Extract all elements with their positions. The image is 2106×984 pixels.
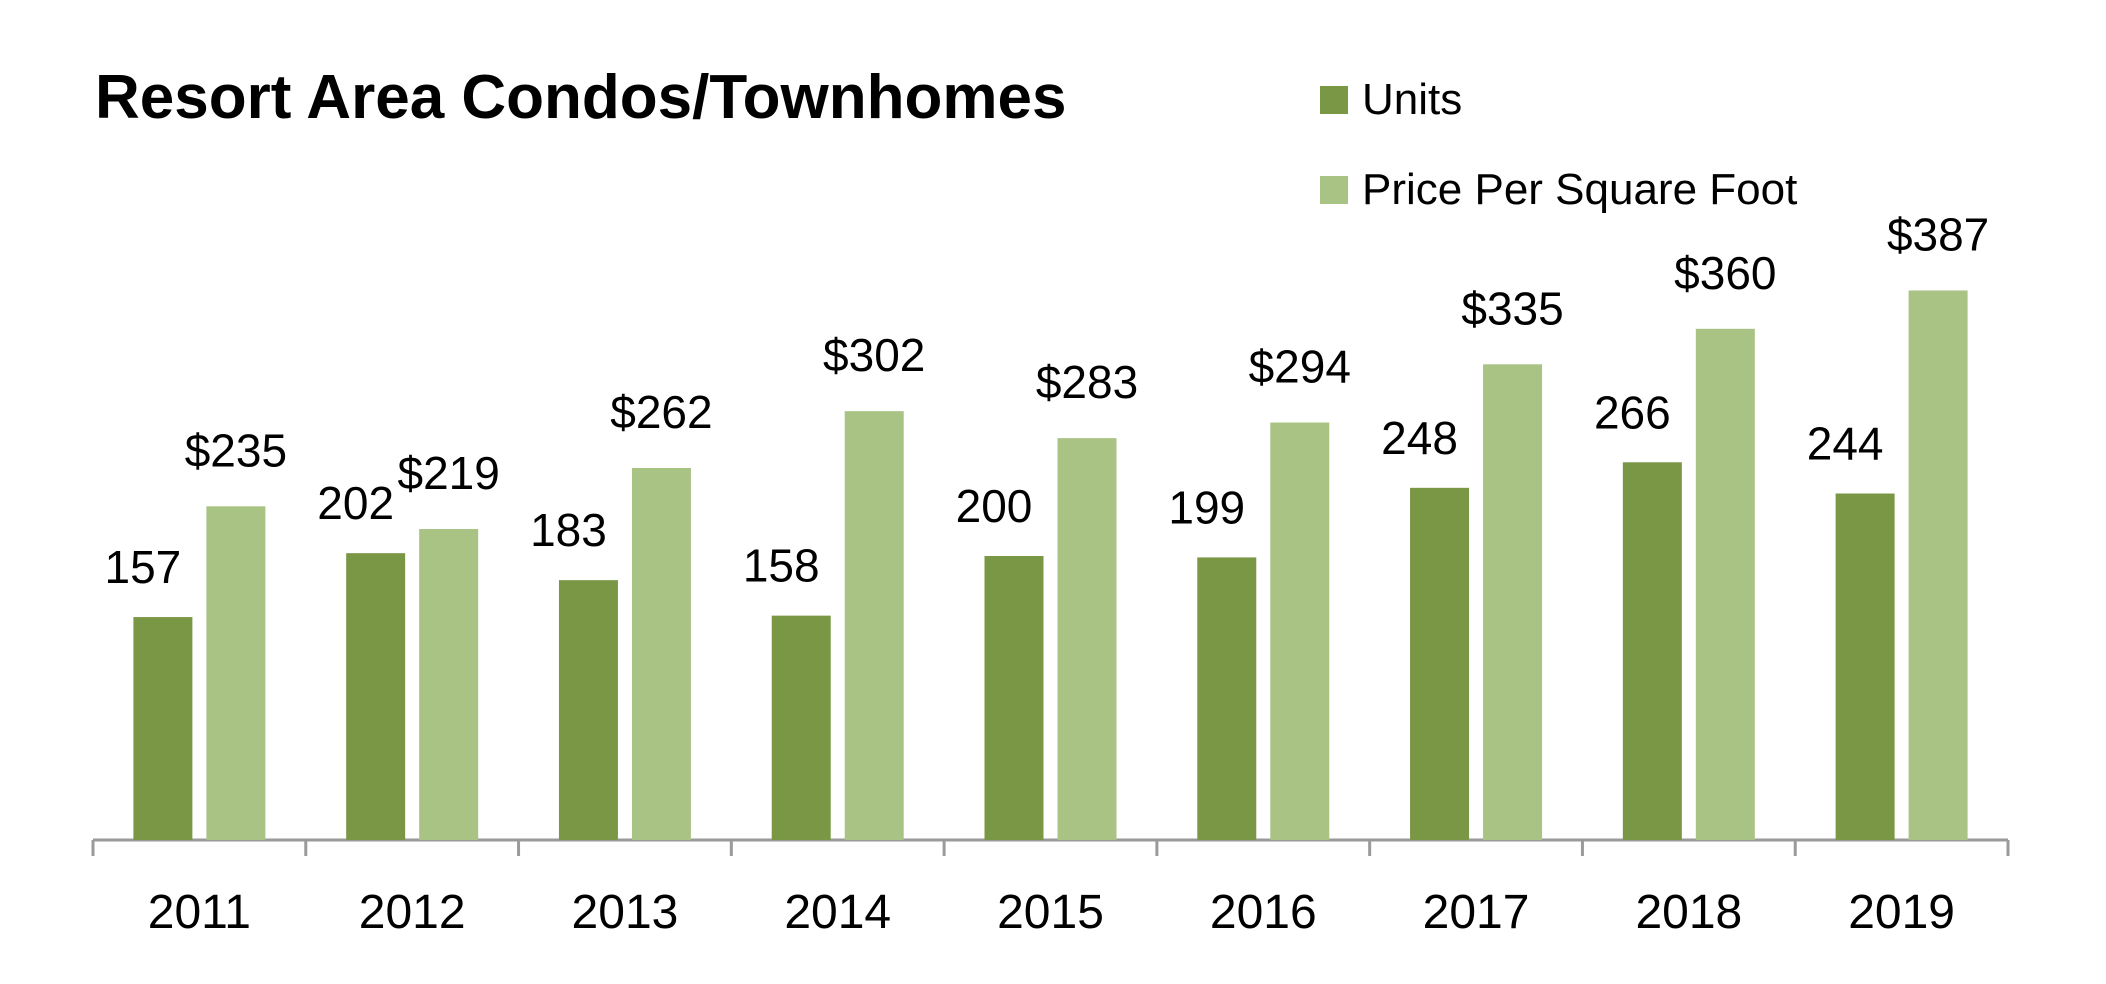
x-tick-label: 2012 (359, 886, 466, 939)
bar-units (1197, 557, 1257, 840)
bar-units (771, 615, 831, 840)
bar-price (419, 529, 479, 840)
bar-units (984, 556, 1044, 840)
legend-swatch-units (1320, 86, 1348, 114)
bar-price (1270, 422, 1330, 840)
data-label-price: $283 (1036, 356, 1138, 408)
plot-area: 157 $235 2011 202$219 2012 183 $262 2013 158 $302… (91, 208, 2010, 939)
data-label-units: 183 (530, 504, 607, 556)
legend: Units Price Per Square Foot (1320, 75, 1797, 214)
bar-price (1695, 328, 1755, 840)
bar-price (844, 411, 904, 840)
data-label-price: $387 (1887, 208, 1989, 260)
chart-title: Resort Area Condos/Townhomes (95, 63, 1066, 132)
bar-units (1622, 462, 1682, 840)
data-label-price: $335 (1461, 282, 1563, 334)
x-tick-label: 2016 (1210, 886, 1317, 939)
data-label-units: 158 (743, 540, 820, 592)
legend-label-price: Price Per Square Foot (1362, 165, 1797, 214)
data-label-price: $302 (823, 329, 925, 381)
bar-price (1908, 290, 1968, 841)
bar-units (133, 617, 193, 840)
data-label-units: 244 (1807, 418, 1884, 470)
data-label-units: 248 (1381, 412, 1458, 464)
x-tick-label: 2013 (572, 886, 679, 939)
x-tick-label: 2011 (148, 886, 251, 939)
bar-units (1410, 487, 1470, 840)
bar-units (1835, 493, 1895, 840)
data-label-units: 157 (105, 541, 182, 593)
bar-price (1483, 364, 1543, 840)
data-label-price: $294 (1249, 341, 1351, 393)
data-label-units: 266 (1594, 386, 1671, 438)
x-tick-label: 2017 (1423, 886, 1530, 939)
bar-price (1057, 438, 1117, 840)
bar-units (346, 553, 406, 840)
data-label-units: 200 (956, 480, 1033, 532)
data-label-price: $235 (185, 424, 287, 476)
x-tick-label: 2019 (1848, 886, 1955, 939)
legend-label-units: Units (1362, 75, 1462, 124)
data-label-price: $360 (1674, 247, 1776, 299)
bar-units (558, 580, 618, 840)
x-tick-label: 2014 (784, 886, 891, 939)
legend-swatch-price (1320, 176, 1348, 204)
x-tick-label: 2015 (997, 886, 1104, 939)
data-label-price: $262 (610, 386, 712, 438)
data-label-price: $219 (397, 447, 499, 499)
bar-price (206, 506, 266, 840)
data-label-units: 199 (1168, 481, 1245, 533)
bar-price (631, 467, 691, 840)
data-label-units: 202 (317, 477, 394, 529)
x-tick-label: 2018 (1635, 886, 1742, 939)
